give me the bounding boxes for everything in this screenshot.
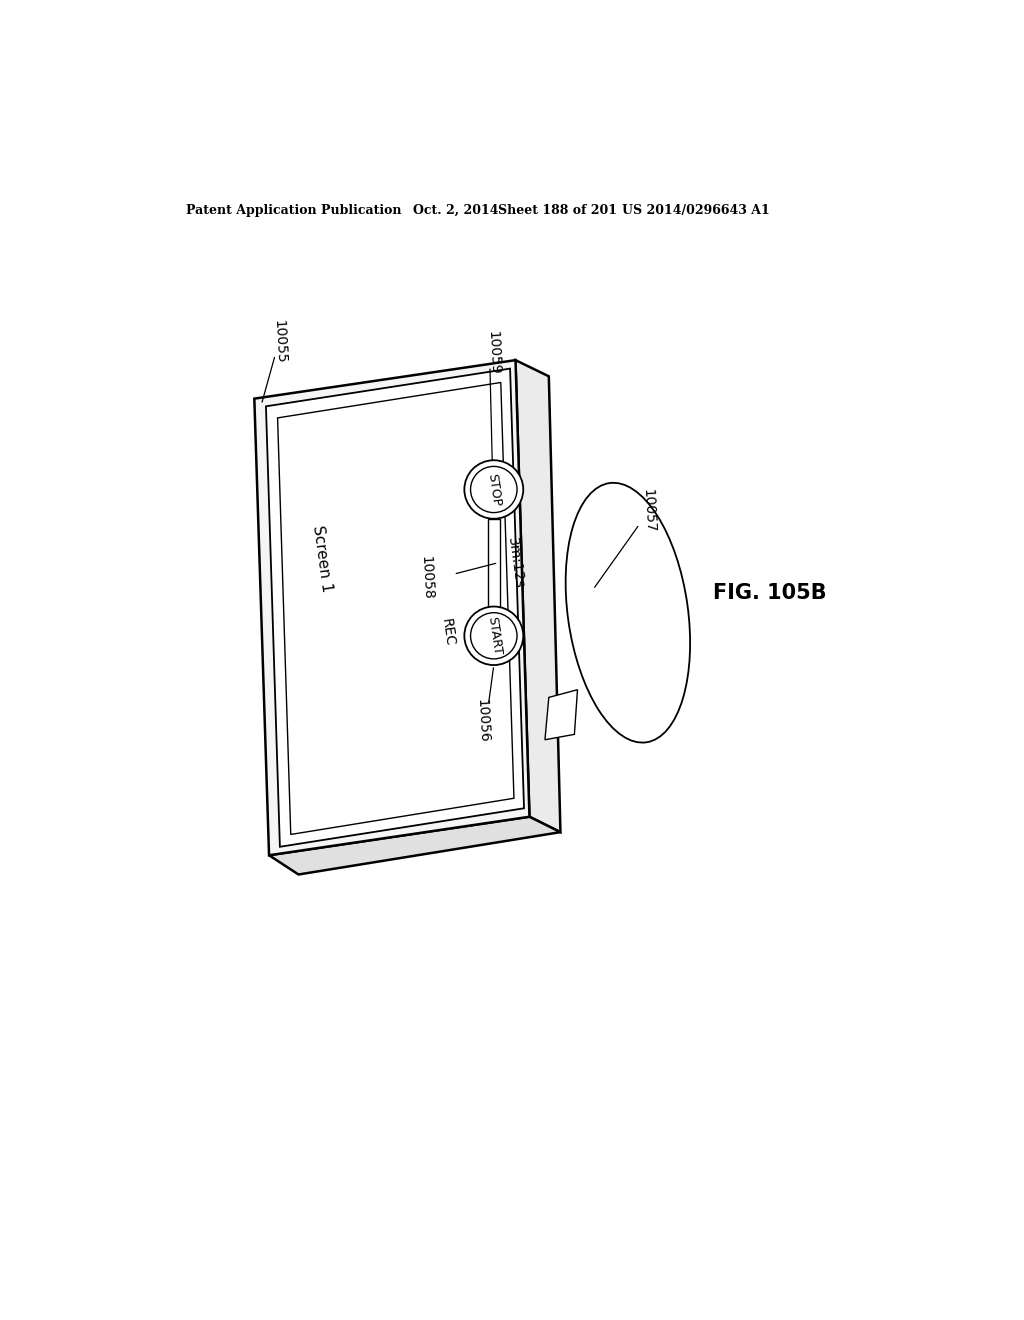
Text: START: START: [484, 615, 503, 656]
Text: FIG. 105B: FIG. 105B: [713, 583, 826, 603]
Text: 10055: 10055: [271, 319, 288, 364]
Polygon shape: [487, 519, 500, 607]
Text: STOP: STOP: [485, 473, 503, 507]
Text: 10058: 10058: [418, 556, 434, 601]
Text: REC: REC: [438, 616, 456, 647]
Circle shape: [464, 461, 523, 519]
Ellipse shape: [565, 483, 690, 743]
Text: Oct. 2, 2014: Oct. 2, 2014: [414, 205, 499, 218]
Polygon shape: [269, 817, 560, 874]
Text: 10056: 10056: [475, 698, 492, 743]
Text: 10057: 10057: [641, 488, 657, 533]
Text: Patent Application Publication: Patent Application Publication: [186, 205, 401, 218]
Text: Screen 1: Screen 1: [309, 524, 334, 593]
Polygon shape: [254, 360, 529, 855]
Polygon shape: [515, 360, 560, 832]
Circle shape: [471, 612, 517, 659]
Text: Sheet 188 of 201: Sheet 188 of 201: [499, 205, 617, 218]
Polygon shape: [266, 368, 524, 847]
Circle shape: [471, 466, 517, 512]
Text: 3m:12s: 3m:12s: [506, 536, 526, 589]
Text: 10059: 10059: [485, 330, 502, 375]
Circle shape: [464, 607, 523, 665]
Polygon shape: [278, 383, 514, 834]
Text: US 2014/0296643 A1: US 2014/0296643 A1: [623, 205, 770, 218]
Polygon shape: [545, 689, 578, 739]
